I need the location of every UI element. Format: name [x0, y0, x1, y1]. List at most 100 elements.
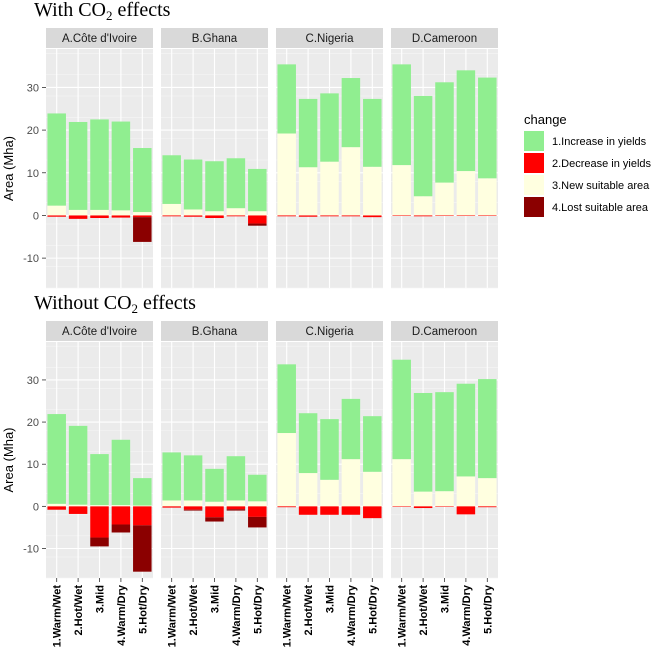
bar-new-4: [456, 171, 476, 216]
bar-decrease-4: [341, 215, 361, 217]
bar-decrease-5: [248, 506, 267, 517]
bar-decrease-1: [47, 506, 66, 510]
bar-increase-3: [435, 392, 454, 492]
bar-increase-3: [320, 93, 339, 162]
facet-strip-label: B.Ghana: [192, 326, 238, 338]
bar-decrease-5: [133, 506, 152, 526]
bar-increase-5: [248, 474, 267, 502]
x-tick-label: 3.Mid: [210, 585, 222, 613]
x-tick-label: 1.Warm/Wet: [52, 585, 64, 648]
bar-new-1: [277, 133, 296, 216]
bar-increase-1: [47, 113, 66, 206]
bar-new-5: [363, 471, 382, 507]
bar-increase-1: [162, 452, 181, 501]
legend-key-decrease: [524, 153, 544, 173]
bar-increase-5: [133, 148, 152, 213]
bar-decrease-5: [363, 215, 382, 218]
bar-new-2: [183, 500, 203, 507]
bar-lost-5: [133, 525, 152, 572]
x-tick-label: 1.Warm/Wet: [282, 585, 294, 648]
bar-increase-3: [320, 419, 339, 480]
bar-new-4: [226, 208, 246, 216]
bar-decrease-3: [320, 506, 339, 515]
bar-new-1: [162, 203, 181, 216]
facet-strip-label: D.Cameroon: [412, 33, 477, 45]
bar-decrease-3: [320, 215, 339, 217]
bar-new-4: [111, 505, 131, 507]
bar-decrease-5: [478, 506, 497, 508]
facet-panel-2-3: C.Nigeria: [276, 321, 383, 579]
bar-new-2: [183, 209, 203, 216]
bar-new-2: [68, 209, 88, 216]
bar-increase-2: [183, 455, 203, 501]
bar-lost-5: [248, 516, 267, 528]
bar-decrease-2: [413, 215, 433, 217]
x-tick-label: 2.Hot/Wet: [188, 585, 200, 636]
facet-panel-2-4: D.Cameroon: [391, 321, 498, 579]
x-tick-label: 1.Warm/Wet: [397, 585, 409, 648]
bar-increase-2: [413, 95, 433, 197]
facet-strip: [276, 321, 383, 341]
bar-new-3: [205, 211, 224, 216]
bar-decrease-2: [298, 506, 318, 515]
bar-increase-1: [392, 359, 411, 460]
bar-increase-5: [133, 478, 152, 506]
bar-new-2: [68, 504, 88, 507]
bar-decrease-2: [68, 506, 88, 514]
x-tick-label: 3.Mid: [95, 585, 107, 613]
y-tick-label: 30: [27, 82, 39, 94]
bar-increase-3: [205, 468, 224, 502]
bar-new-3: [320, 161, 339, 216]
bar-increase-5: [363, 416, 382, 472]
bar-decrease-5: [248, 215, 267, 224]
facet-strip-label: C.Nigeria: [306, 326, 355, 338]
bar-increase-3: [90, 119, 109, 210]
bar-new-1: [277, 433, 296, 507]
bar-new-3: [90, 209, 109, 216]
bar-increase-2: [298, 98, 318, 168]
bar-new-5: [133, 212, 152, 216]
x-tick-label: 2.Hot/Wet: [303, 585, 315, 636]
bar-new-3: [90, 505, 109, 507]
bar-lost-5: [248, 223, 267, 226]
bar-increase-4: [341, 78, 361, 148]
facet-strip-label: D.Cameroon: [412, 326, 477, 338]
bar-increase-5: [248, 168, 267, 212]
bar-decrease-3: [435, 215, 454, 216]
bar-decrease-1: [47, 215, 66, 217]
bar-new-3: [320, 479, 339, 507]
y-tick-label: 30: [27, 375, 39, 387]
bar-decrease-4: [456, 506, 476, 515]
facet-strip: [46, 28, 153, 48]
y-tick-label: 10: [27, 459, 39, 471]
x-tick-label: 1.Warm/Wet: [167, 585, 179, 648]
bar-decrease-4: [226, 506, 246, 510]
legend-label-increase: 1.Increase in yields: [552, 136, 647, 148]
bar-decrease-3: [90, 506, 109, 538]
bar-new-5: [363, 166, 382, 216]
bar-decrease-5: [133, 215, 152, 218]
bar-decrease-4: [341, 506, 361, 515]
y-tick-label: 0: [33, 210, 39, 222]
facet-panel-2-1: A.Côte d'Ivoire: [46, 321, 153, 579]
bar-new-2: [298, 167, 318, 216]
facet-panel-1-3: C.Nigeria: [276, 28, 383, 289]
bar-new-5: [248, 501, 267, 507]
x-tick-label: 3.Mid: [325, 585, 337, 613]
bar-decrease-4: [111, 506, 131, 525]
y-tick-label: 0: [33, 501, 39, 513]
bar-decrease-5: [478, 215, 497, 216]
bar-increase-1: [277, 364, 296, 434]
bar-increase-1: [47, 414, 66, 504]
bar-decrease-2: [413, 506, 433, 509]
bar-increase-3: [435, 82, 454, 183]
bar-decrease-3: [205, 215, 224, 219]
bar-increase-1: [162, 155, 181, 204]
legend-key-new: [524, 175, 544, 195]
y-axis-label-1: Area (Mha): [1, 136, 16, 201]
bar-decrease-2: [68, 215, 88, 219]
x-tick-label: 3.Mid: [440, 585, 452, 613]
facet-strip: [161, 28, 268, 48]
bar-decrease-4: [111, 215, 131, 218]
bar-lost-3: [205, 517, 224, 522]
